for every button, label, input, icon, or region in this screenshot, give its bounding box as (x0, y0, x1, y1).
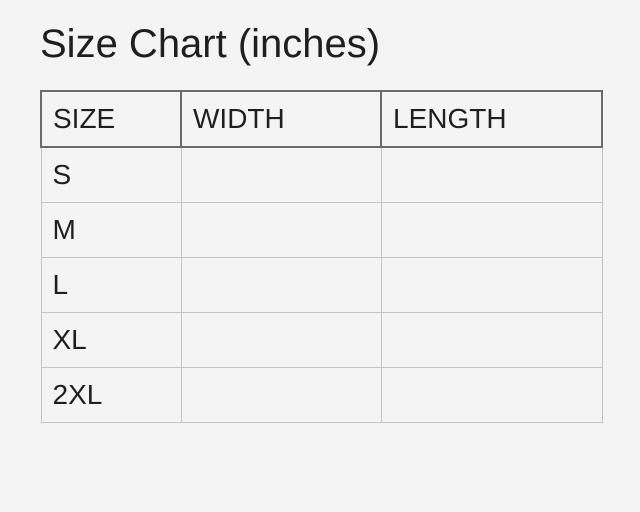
length-cell (380, 311, 603, 368)
size-cell: 2XL (40, 366, 182, 423)
length-cell (380, 201, 603, 258)
width-cell (180, 201, 382, 258)
size-cell: M (40, 201, 182, 258)
length-cell (380, 146, 603, 203)
table-row: L (40, 256, 603, 313)
header-length: LENGTH (380, 90, 603, 148)
table-row: S (40, 146, 603, 203)
size-cell: XL (40, 311, 182, 368)
width-cell (180, 366, 382, 423)
table-row: 2XL (40, 366, 603, 423)
length-cell (380, 366, 603, 423)
width-cell (180, 256, 382, 313)
header-size: SIZE (40, 90, 182, 148)
size-chart-table: SIZE WIDTH LENGTH S M L XL 2XL (40, 90, 603, 423)
width-cell (180, 146, 382, 203)
header-width: WIDTH (180, 90, 382, 148)
size-cell: L (40, 256, 182, 313)
table-row: XL (40, 311, 603, 368)
table-row: M (40, 201, 603, 258)
page-title: Size Chart (inches) (40, 22, 381, 66)
size-cell: S (40, 146, 182, 203)
length-cell (380, 256, 603, 313)
table-header-row: SIZE WIDTH LENGTH (40, 90, 603, 148)
width-cell (180, 311, 382, 368)
